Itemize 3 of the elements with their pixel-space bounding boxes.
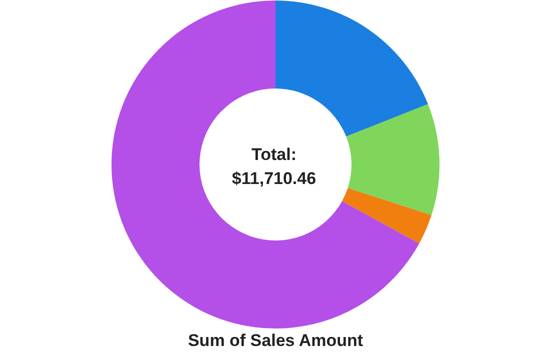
text: $11,710.46: [232, 169, 316, 188]
text: Total:: [251, 145, 297, 164]
text: Sum of Sales Amount: [188, 331, 364, 350]
